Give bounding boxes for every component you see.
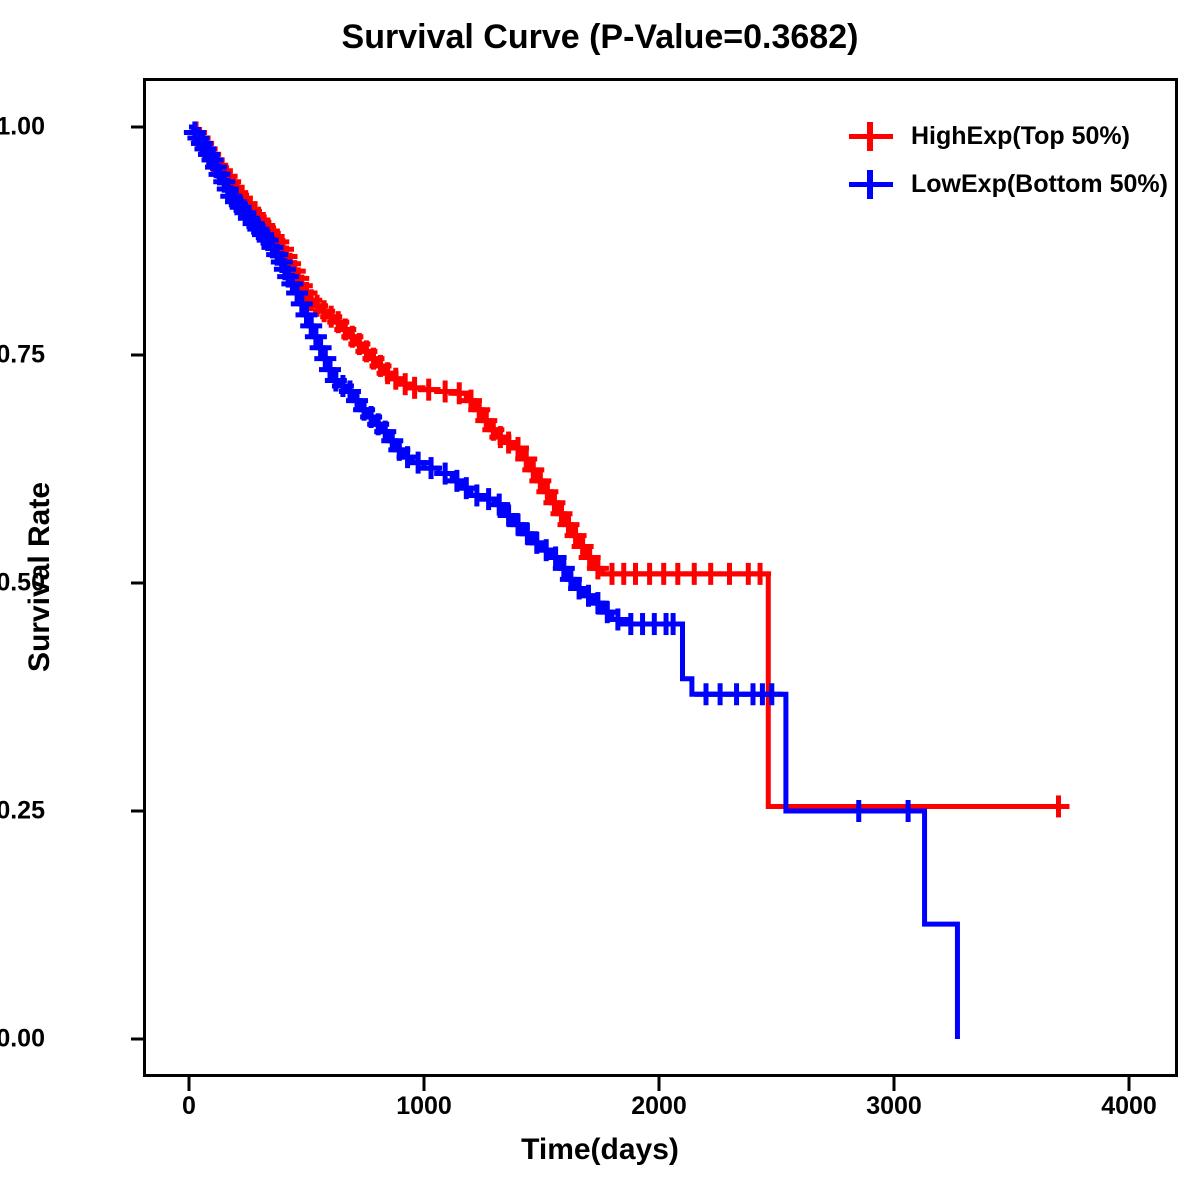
x-tick-label: 0: [182, 1092, 196, 1120]
y-tick-label: 0.75: [0, 340, 45, 369]
legend-marker-icon: [845, 119, 897, 153]
y-tick-label: 0.50: [0, 568, 45, 597]
x-tick-label: 4000: [1101, 1092, 1157, 1120]
y-tick-mark: [131, 581, 144, 585]
x-tick-mark: [892, 1077, 896, 1091]
page-title: Survival Curve (P-Value=0.3682): [341, 18, 859, 56]
legend-item-low: LowExp(Bottom 50%): [845, 160, 1175, 208]
x-tick-mark: [1127, 1077, 1131, 1091]
legend-item-high: HighExp(Top 50%): [845, 112, 1175, 160]
y-tick-label: 1.00: [0, 112, 45, 141]
y-tick-mark: [131, 809, 144, 813]
plot-area: [143, 78, 1178, 1077]
x-tick-mark: [422, 1077, 426, 1091]
legend-label-high: HighExp(Top 50%): [911, 121, 1130, 150]
y-tick-label: 0.25: [0, 796, 45, 825]
x-axis-label: Time(days): [521, 1133, 679, 1166]
x-tick-label: 1000: [396, 1092, 452, 1120]
y-tick-label: 0.00: [0, 1024, 45, 1053]
x-tick-label: 2000: [631, 1092, 687, 1120]
chart-legend: HighExp(Top 50%) LowExp(Bottom 50%): [845, 112, 1175, 208]
y-tick-mark: [131, 125, 144, 129]
x-tick-label: 3000: [866, 1092, 922, 1120]
legend-marker-icon: [845, 167, 897, 201]
y-tick-mark: [131, 1037, 144, 1041]
x-tick-mark: [187, 1077, 191, 1091]
y-tick-mark: [131, 353, 144, 357]
x-tick-mark: [657, 1077, 661, 1091]
legend-label-low: LowExp(Bottom 50%): [911, 169, 1168, 198]
